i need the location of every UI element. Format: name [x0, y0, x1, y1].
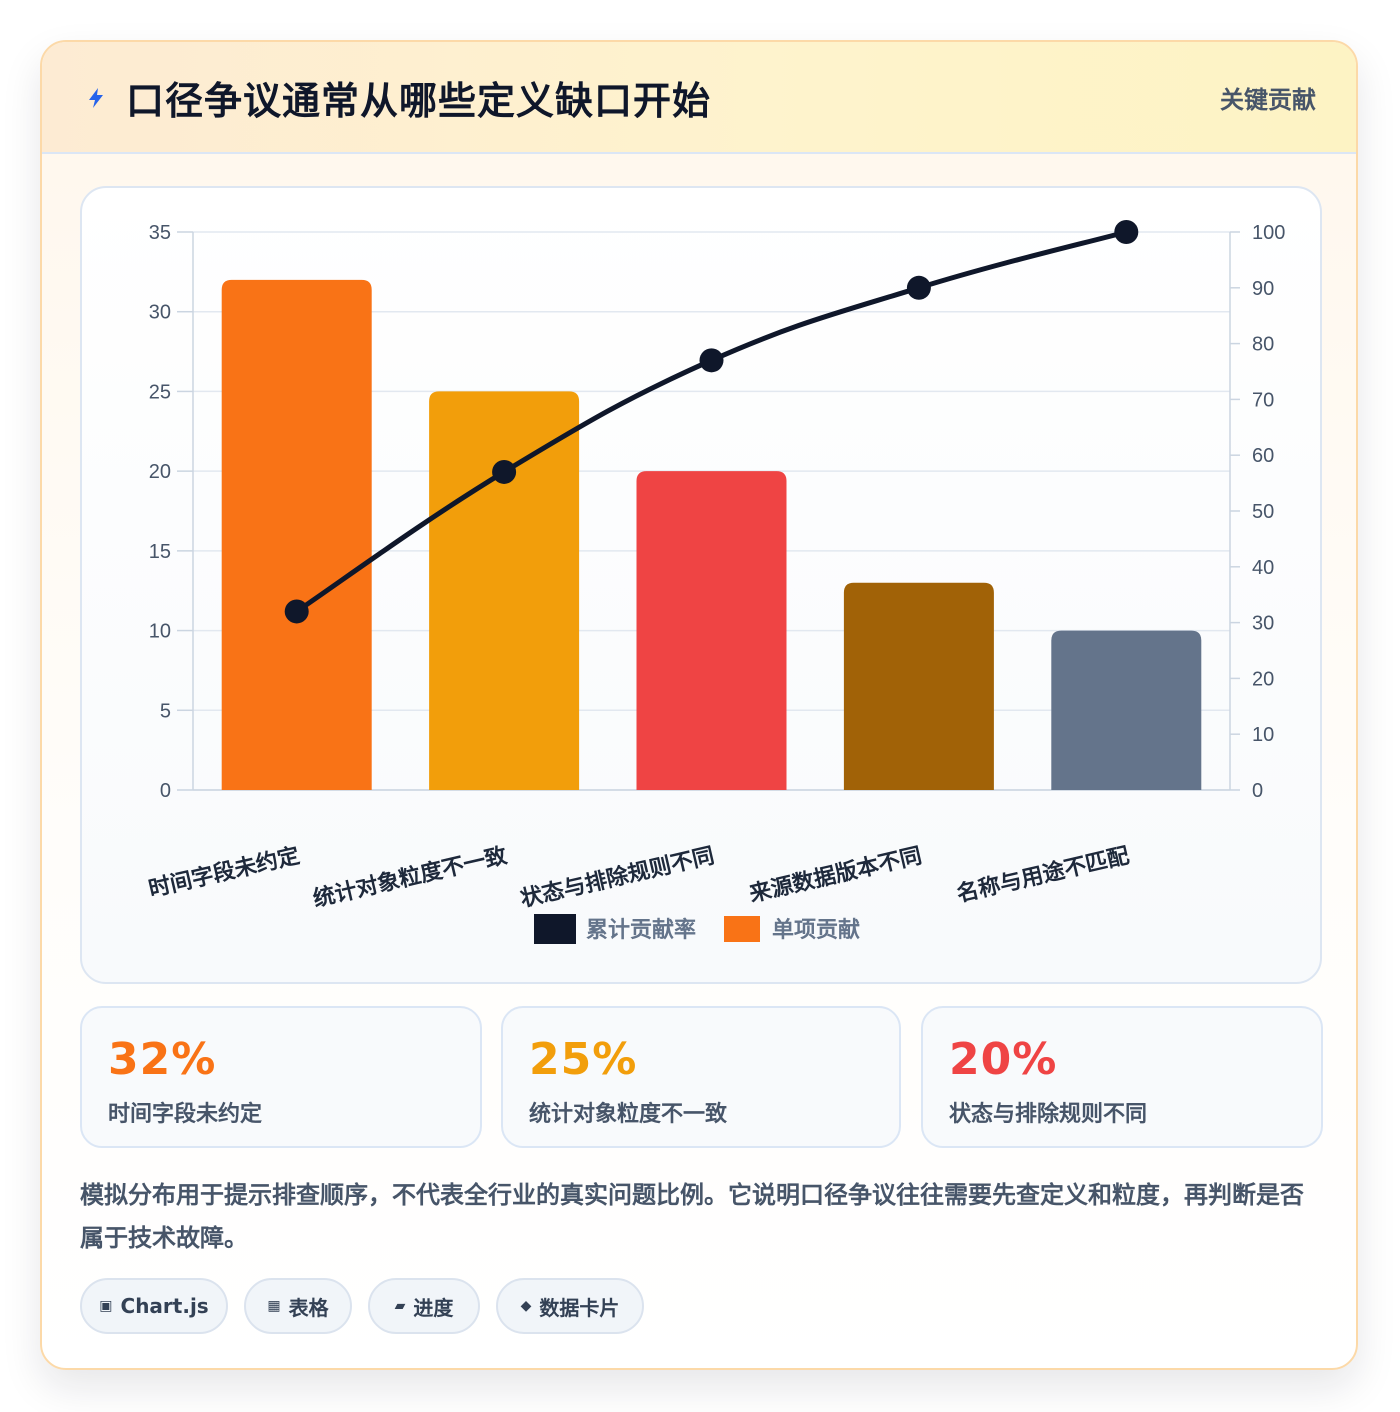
tag-data-card[interactable]: ◆ 数据卡片	[496, 1278, 644, 1334]
x-tick-label: 统计对象粒度不一致	[311, 842, 511, 912]
bar	[1051, 630, 1202, 790]
stat-card-3: 20% 状态与排除规则不同	[921, 1006, 1323, 1148]
cumulative-point	[492, 459, 517, 484]
diamond-icon: ◆	[520, 1298, 532, 1314]
bar	[843, 582, 994, 790]
y-right-tick-label: 50	[1252, 501, 1274, 523]
legend-swatch-cumulative	[534, 914, 576, 944]
bar	[429, 391, 580, 790]
y-right-tick-label: 30	[1252, 613, 1274, 635]
y-right-tick-label: 80	[1252, 334, 1274, 356]
y-right-tick-label: 70	[1252, 389, 1274, 411]
y-left-tick-label: 5	[160, 700, 171, 722]
y-left-tick-label: 10	[149, 621, 171, 643]
y-right-tick-label: 90	[1252, 278, 1274, 300]
y-right-tick-label: 40	[1252, 557, 1274, 579]
stat-card-2: 25% 统计对象粒度不一致	[501, 1006, 901, 1148]
cumulative-point	[1114, 220, 1139, 244]
stat-value: 25%	[529, 1034, 638, 1085]
page-title: 口径争议通常从哪些定义缺口开始	[126, 79, 712, 123]
header-badge: 关键贡献	[1220, 86, 1316, 114]
pareto-chart: 0 5 10 15 20 25 30 35 0 10 20 30 40 50 60 70 80 90 100 时间字段…	[146, 220, 1285, 944]
y-left-tick-label: 30	[149, 302, 171, 324]
y-right-tick-label: 0	[1252, 780, 1263, 802]
tag-progress[interactable]: ▰ 进度	[368, 1278, 480, 1334]
y-left-tick-label: 0	[160, 780, 171, 802]
lightning-bolt-icon	[89, 88, 103, 108]
stat-label: 统计对象粒度不一致	[529, 1102, 728, 1127]
tag-label: Chart.js	[120, 1294, 209, 1318]
tag-label: 表格	[288, 1295, 329, 1320]
stat-label: 状态与排除规则不同	[949, 1102, 1148, 1127]
x-tick-label: 时间字段未约定	[146, 843, 302, 903]
x-tick-label: 状态与排除规则不同	[518, 843, 717, 913]
legend-label-single: 单项贡献	[772, 917, 860, 943]
y-left-tick-label: 25	[149, 381, 171, 403]
table-icon: ▦	[267, 1298, 281, 1314]
progress-icon: ▰	[394, 1298, 406, 1314]
y-right-tick-label: 10	[1252, 724, 1274, 746]
stat-card-1: 32% 时间字段未约定	[80, 1006, 482, 1148]
legend-label-cumulative: 累计贡献率	[586, 917, 696, 943]
cumulative-point	[906, 275, 931, 300]
card-header: 口径争议通常从哪些定义缺口开始 关键贡献	[42, 42, 1356, 154]
bar	[221, 279, 372, 790]
y-left-tick-label: 15	[149, 541, 171, 563]
cumulative-point	[699, 348, 724, 373]
stat-value: 32%	[108, 1034, 217, 1085]
tag-label: 数据卡片	[539, 1295, 620, 1320]
chart-note: 模拟分布用于提示排查顺序，不代表全行业的真实问题比例。它说明口径争议往往需要先查…	[80, 1181, 1304, 1252]
stat-value: 20%	[949, 1034, 1058, 1085]
tag-chartjs[interactable]: ▣ Chart.js	[80, 1278, 228, 1334]
tag-table[interactable]: ▦ 表格	[244, 1278, 352, 1334]
stat-label: 时间字段未约定	[108, 1102, 263, 1127]
y-left-tick-label: 20	[149, 461, 171, 483]
bar	[636, 471, 787, 790]
y-right-tick-label: 100	[1252, 222, 1285, 244]
tag-label: 进度	[413, 1295, 454, 1320]
x-tick-label: 名称与用途不匹配	[954, 843, 1131, 908]
y-left-tick-label: 35	[149, 222, 171, 244]
cumulative-point	[284, 599, 309, 624]
y-right-tick-label: 60	[1252, 445, 1274, 467]
chart-icon: ▣	[99, 1298, 113, 1314]
legend-swatch-single	[724, 916, 760, 942]
x-tick-label: 来源数据版本不同	[746, 843, 924, 908]
pareto-card: 口径争议通常从哪些定义缺口开始 关键贡献 0 5 10 15 20 25 30 35 0 10 20…	[40, 40, 1358, 1370]
chart-panel: 0 5 10 15 20 25 30 35 0 10 20 30 40 50 60 70 80 90 100 时间字段…	[80, 186, 1322, 984]
y-right-tick-label: 20	[1252, 668, 1274, 690]
